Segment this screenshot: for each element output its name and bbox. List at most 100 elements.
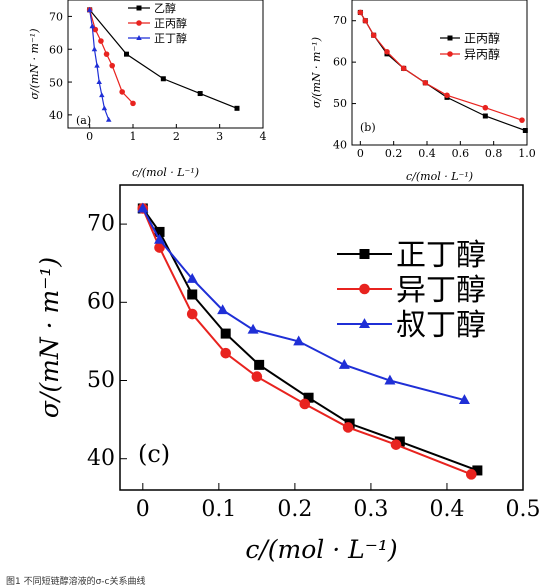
x-tick-label: 1 [130, 130, 137, 143]
legend-label: 正丙醇 [154, 16, 187, 30]
data-point-marker [160, 76, 166, 82]
x-tick-label: 0 [86, 130, 93, 143]
data-point-marker [384, 374, 396, 385]
chart-panel-b: 0 0.2 0.4 0.6 0.8 1.0 40 50 60 70 c/(mol · L⁻¹) σ/(… [310, 0, 536, 183]
data-point-marker [482, 113, 488, 119]
data-point-marker [422, 80, 429, 86]
series-1: 正丙醇 [357, 9, 528, 133]
y-axis-label: σ/(mN · m⁻¹) [35, 257, 64, 418]
legend-label: 正丙醇 [464, 30, 500, 45]
x-tick-label: 0.6 [452, 147, 470, 160]
data-point-marker [99, 92, 105, 98]
y-tick-label: 70 [49, 11, 63, 24]
data-point-marker [98, 38, 104, 44]
x-tick-label: 0.5 [506, 497, 541, 522]
x-axis-label: c/(mol · L⁻¹) [245, 535, 397, 564]
data-point-marker [220, 328, 231, 339]
series-2: 正丙醇 [86, 7, 187, 107]
figure-caption: 图1 不同短链醇溶液的σ-c关系曲线 [6, 577, 146, 587]
data-point-marker [400, 65, 407, 72]
data-point-marker [119, 89, 125, 95]
data-point-marker [94, 62, 100, 68]
data-point-marker [154, 242, 165, 253]
data-point-marker [136, 35, 142, 40]
panel-label: (b) [360, 121, 376, 134]
data-point-marker [234, 105, 240, 111]
data-point-marker [458, 394, 470, 405]
data-point-marker [359, 318, 370, 328]
panel-label: (a) [76, 114, 91, 127]
x-tick-label: 4 [260, 130, 267, 143]
legend-label: 叔丁醇 [396, 308, 486, 343]
data-point-marker [89, 23, 96, 29]
x-tick-label: 0.4 [429, 497, 464, 522]
y-tick-label: 60 [87, 290, 115, 315]
data-point-marker [105, 116, 112, 122]
data-point-marker [154, 226, 165, 237]
x-tick-label: 0 [136, 497, 150, 522]
series-2: 异丙醇 [357, 9, 525, 123]
y-tick-label: 50 [49, 76, 63, 89]
data-point-marker [86, 6, 93, 12]
series-line [89, 9, 110, 121]
legend-label: 正丁醇 [154, 31, 187, 45]
data-point-marker [293, 335, 305, 346]
data-point-marker [217, 304, 229, 315]
plot-frame [351, 0, 528, 146]
y-tick-label: 40 [49, 109, 63, 122]
data-point-marker [482, 104, 489, 111]
legend-label: 异丁醇 [396, 273, 486, 308]
data-point-marker [359, 249, 370, 259]
data-point-marker [444, 92, 450, 99]
x-tick-label: 3 [216, 130, 223, 143]
data-point-marker [130, 100, 136, 107]
data-point-marker [472, 465, 483, 476]
data-point-marker [186, 308, 198, 320]
data-point-marker [447, 35, 453, 41]
y-tick-label: 50 [87, 368, 115, 393]
data-point-marker [359, 283, 370, 295]
plot-frame [119, 184, 524, 491]
y-axis-label: σ/(mN · m⁻¹) [310, 37, 323, 108]
y-tick-label: 40 [333, 139, 347, 152]
x-axis-label: c/(mol · L⁻¹) [406, 170, 473, 183]
data-point-marker [522, 128, 528, 133]
panel-label: (c) [138, 440, 170, 468]
data-point-marker [101, 105, 108, 111]
data-point-marker [357, 9, 364, 16]
data-point-marker [254, 359, 265, 370]
data-point-marker [187, 289, 198, 300]
y-tick-label: 40 [87, 446, 115, 471]
data-point-marker [251, 371, 263, 382]
data-point-marker [465, 469, 477, 480]
data-point-marker [136, 20, 142, 26]
x-tick-label: 0.8 [485, 147, 503, 160]
chart-panel-c: 0 0.1 0.2 0.3 0.4 0.5 40 50 60 70 c/(mol · L⁻¹) σ/(… [35, 184, 541, 564]
data-point-marker [109, 62, 115, 69]
series-3: 叔丁醇 [137, 202, 486, 405]
data-point-marker [197, 91, 203, 97]
data-point-marker [137, 202, 149, 213]
x-tick-label: 2 [173, 130, 180, 143]
series-2: 异丁醇 [137, 203, 486, 480]
data-point-marker [91, 46, 98, 52]
data-point-marker [220, 347, 231, 359]
x-tick-label: 0.4 [418, 147, 436, 160]
data-point-marker [342, 422, 354, 433]
y-axis-label: σ/(mN · m⁻¹) [28, 29, 41, 100]
x-tick-label: 0.1 [201, 497, 236, 522]
data-point-marker [384, 48, 390, 55]
legend-label: 正丁醇 [396, 238, 486, 273]
x-tick-label: 0.2 [277, 497, 312, 522]
y-tick-label: 60 [333, 56, 347, 69]
data-point-marker [303, 392, 314, 403]
data-point-marker [186, 272, 198, 283]
series-3: 正丁醇 [86, 6, 187, 122]
x-tick-label: 0.3 [353, 497, 388, 522]
data-point-marker [338, 358, 350, 369]
plot-frame [67, 0, 264, 129]
y-tick-label: 70 [87, 211, 115, 236]
x-tick-label: 1.0 [518, 147, 536, 160]
data-point-marker [103, 51, 110, 57]
